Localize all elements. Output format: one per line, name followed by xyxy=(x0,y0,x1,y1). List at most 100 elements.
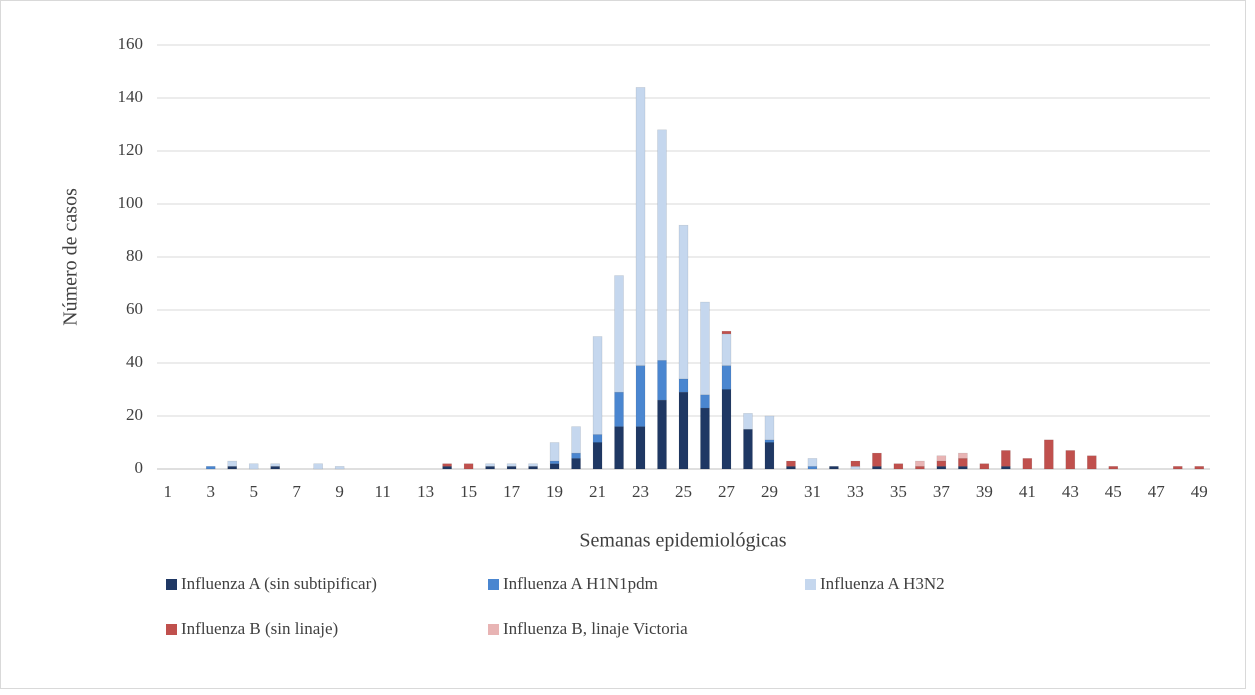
legend-label: Influenza B, linaje Victoria xyxy=(503,619,688,638)
x-tick-label: 1 xyxy=(163,482,172,501)
bar-segment xyxy=(205,466,216,470)
y-tick-label: 160 xyxy=(118,34,144,53)
bar-segment xyxy=(549,460,560,464)
bar-segment xyxy=(334,466,345,470)
bar-segment xyxy=(807,458,818,467)
bar-segment xyxy=(442,466,452,470)
bar-segment xyxy=(958,452,968,459)
bar-segment xyxy=(270,463,280,467)
bar-segment xyxy=(1022,458,1033,470)
bar-segment xyxy=(635,87,646,366)
bar-segment xyxy=(743,413,753,430)
bar-segment xyxy=(270,466,280,470)
bar-segment xyxy=(872,466,882,470)
x-tick-label: 11 xyxy=(374,482,390,501)
x-tick-label: 5 xyxy=(249,482,258,501)
bar-segment xyxy=(592,336,603,435)
y-tick-label: 0 xyxy=(135,458,144,477)
y-tick-label: 120 xyxy=(118,140,144,159)
y-axis-title: Número de casos xyxy=(60,188,82,326)
x-tick-label: 7 xyxy=(292,482,301,501)
x-tick-label: 35 xyxy=(890,482,907,501)
y-tick-label: 80 xyxy=(126,246,143,265)
bar-segment xyxy=(571,426,581,454)
bar-segment xyxy=(635,365,646,427)
legend-swatch xyxy=(166,579,177,590)
bar-segment xyxy=(936,466,947,470)
bar-segment xyxy=(678,391,689,470)
bar-segment xyxy=(678,224,689,380)
bar-segment xyxy=(1173,466,1183,470)
bar-segment xyxy=(700,407,710,470)
x-tick-label: 21 xyxy=(589,482,606,501)
bar-segment xyxy=(700,301,710,396)
bar-segment xyxy=(506,463,517,467)
x-tick-label: 23 xyxy=(632,482,649,501)
bar-segment xyxy=(227,466,237,470)
x-tick-label: 29 xyxy=(761,482,778,501)
bar-segment xyxy=(786,460,796,467)
bar-segment xyxy=(721,330,732,335)
x-tick-label: 3 xyxy=(206,482,215,501)
x-tick-label: 39 xyxy=(976,482,993,501)
bar-segment xyxy=(936,455,947,462)
bar-segment xyxy=(700,394,710,409)
bar-segment xyxy=(829,466,839,470)
bar-segment xyxy=(1001,450,1011,467)
legend-label: Influenza B (sin linaje) xyxy=(181,619,338,638)
bar-segment xyxy=(721,333,732,366)
bar-segment xyxy=(850,460,861,467)
bar-segment xyxy=(807,466,818,470)
bar-segment xyxy=(872,452,882,467)
bar-segment xyxy=(549,442,560,462)
legend-label: Influenza A H3N2 xyxy=(820,574,945,593)
bar-segment xyxy=(592,434,603,443)
y-tick-label: 100 xyxy=(118,193,144,212)
x-tick-label: 17 xyxy=(503,482,521,501)
bar-segment xyxy=(657,360,667,401)
bar-segment xyxy=(506,466,517,470)
bar-segment xyxy=(958,466,968,470)
y-tick-label: 20 xyxy=(126,405,143,424)
legend-label: Influenza A H1N1pdm xyxy=(503,574,658,593)
bar-segment xyxy=(635,426,646,470)
legend-swatch xyxy=(166,624,177,635)
bar-segment xyxy=(657,129,667,361)
x-tick-label: 43 xyxy=(1062,482,1079,501)
x-tick-label: 33 xyxy=(847,482,864,501)
bar-segment xyxy=(1087,455,1097,470)
legend-label: Influenza A (sin subtipificar) xyxy=(181,574,377,593)
bar-segment xyxy=(614,275,624,393)
bar-segment xyxy=(528,463,538,467)
bar-segment xyxy=(442,463,452,467)
x-axis-title: Semanas epidemiológicas xyxy=(579,530,786,552)
y-tick-label: 60 xyxy=(126,299,143,318)
bar-segment xyxy=(463,463,474,470)
x-tick-label: 19 xyxy=(546,482,563,501)
bar-segment xyxy=(915,466,925,470)
bar-segment xyxy=(248,463,259,470)
bar-segment xyxy=(657,399,667,470)
legend-swatch xyxy=(488,579,499,590)
bar-segment xyxy=(614,391,624,427)
x-tick-label: 9 xyxy=(335,482,344,501)
bar-segment xyxy=(764,439,775,443)
y-tick-label: 40 xyxy=(126,352,143,371)
x-tick-label: 37 xyxy=(933,482,951,501)
bar-segment xyxy=(721,389,732,470)
y-tick-label: 140 xyxy=(118,87,144,106)
x-tick-label: 31 xyxy=(804,482,821,501)
x-tick-label: 25 xyxy=(675,482,692,501)
x-tick-label: 45 xyxy=(1105,482,1122,501)
x-tick-label: 15 xyxy=(460,482,477,501)
x-tick-label: 27 xyxy=(718,482,736,501)
x-tick-label: 13 xyxy=(417,482,434,501)
bar-segment xyxy=(958,458,968,467)
bar-segment xyxy=(592,442,603,470)
bar-segment xyxy=(743,429,753,470)
bar-segment xyxy=(764,415,775,441)
bar-segment xyxy=(614,426,624,470)
bar-segment xyxy=(1065,450,1076,470)
bar-segment xyxy=(485,466,495,470)
bar-segment xyxy=(979,463,990,470)
